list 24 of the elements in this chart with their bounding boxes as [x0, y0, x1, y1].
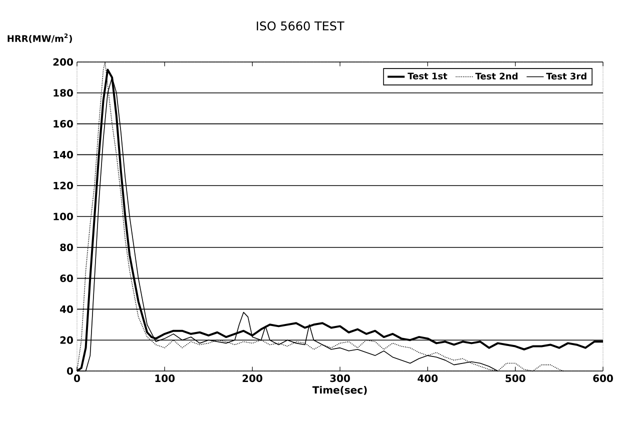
y-tick-label: 80 [60, 244, 73, 252]
y-tick-label: 100 [54, 212, 73, 220]
x-tick-label: 600 [593, 374, 613, 382]
y-tick-label: 0 [67, 367, 73, 375]
y-tick-label: 40 [60, 305, 73, 313]
x-axis-title: Time(sec) [312, 386, 367, 395]
legend-label: Test 1st [408, 72, 448, 80]
x-tick-label: 200 [242, 374, 262, 382]
y-tick-label: 120 [54, 182, 73, 190]
y-tick-label: 140 [54, 150, 73, 158]
x-tick-label: 400 [418, 374, 438, 382]
legend-label: Test 2nd [475, 72, 518, 80]
y-axis-title: HRR(MW/m$^{2}$) [8, 34, 72, 44]
x-tick-label: 0 [74, 374, 80, 382]
x-tick-label: 300 [330, 374, 350, 382]
x-tick-label: 100 [155, 374, 175, 382]
y-tick-label: 20 [60, 336, 73, 344]
chart-title: ISO 5660 TEST [256, 21, 344, 30]
x-tick-label: 500 [506, 374, 526, 382]
y-tick-label: 160 [54, 120, 73, 128]
y-tick-label: 60 [60, 274, 73, 282]
y-tick-label: 200 [53, 58, 73, 66]
y-tick-label: 180 [54, 89, 73, 97]
legend-label: Test 3rd [546, 72, 586, 80]
